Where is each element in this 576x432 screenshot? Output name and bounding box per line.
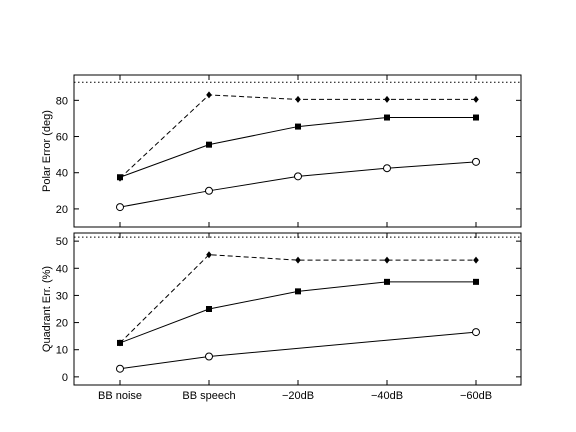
- panel-1-series-1-point: [295, 95, 301, 103]
- panel-2-series-2-point: [295, 288, 301, 295]
- panel-2-series-1-point: [206, 251, 212, 259]
- panel-1-series-2-point: [295, 123, 301, 130]
- panel-1-series-1-point: [473, 95, 479, 103]
- panel-2-series-3-point: [472, 328, 480, 337]
- xtick-label: −20dB: [282, 390, 314, 402]
- panel-1-ytick-label: 20: [56, 204, 68, 216]
- panel-1-series-3-line: [119, 161, 477, 208]
- panel-1-ytick-label: 80: [56, 95, 68, 107]
- panel-2-series-2-point: [473, 278, 479, 285]
- panel-2-series-1-point: [473, 256, 479, 264]
- panel-1-series-2-point: [117, 174, 123, 181]
- xtick-label: −40dB: [371, 390, 403, 402]
- xtick-label: BB speech: [182, 390, 235, 402]
- panel-2-series-2-point: [206, 306, 212, 312]
- panel-2-series-1-line: [119, 254, 476, 344]
- panel-1-series-3-point: [205, 186, 213, 195]
- panel-1-series-1-point: [206, 91, 212, 99]
- panel-2-ytick-label: 50: [56, 236, 68, 248]
- panel-2-series-1-point: [295, 256, 301, 264]
- panel-2-ytick-label: 30: [56, 290, 68, 302]
- panel-1-series-2-point: [206, 141, 212, 148]
- panel-1-ytick-label: 40: [56, 168, 68, 180]
- panel-2-series-2-point: [117, 339, 123, 346]
- panel-2-series-2-point: [384, 278, 390, 285]
- panel-2-ytick-label: 10: [56, 345, 68, 357]
- panel-1-series-3-point: [294, 172, 302, 181]
- panel-1-series-2-point: [473, 114, 479, 121]
- panel-2-ytick-label: 40: [56, 263, 68, 275]
- panel-2-ytick-label: 20: [56, 318, 68, 330]
- panel-1-series-1-point: [384, 95, 390, 103]
- panel-1-series-3-point: [116, 203, 124, 212]
- panel-2-series-3-point: [116, 364, 124, 373]
- panel-1-series-3-point: [383, 164, 391, 173]
- panel-1-series-2-point: [384, 114, 390, 121]
- panel-2-series-3-point: [205, 352, 213, 361]
- panel-2-axes-box: [73, 232, 522, 386]
- panel-2-ytick-label: 0: [62, 372, 68, 384]
- panel-2-series-1-point: [384, 256, 390, 264]
- panel-1-ylabel: Polar Error (deg): [41, 110, 53, 192]
- panel-2-ylabel: Quadrant Err. (%): [41, 266, 53, 352]
- panel-2-series-3-line: [119, 331, 477, 370]
- xtick-label: −60dB: [460, 390, 492, 402]
- panel-1-series-3-point: [472, 157, 480, 166]
- panel-1-ytick-label: 60: [56, 132, 68, 144]
- xtick-label: BB noise: [98, 390, 142, 402]
